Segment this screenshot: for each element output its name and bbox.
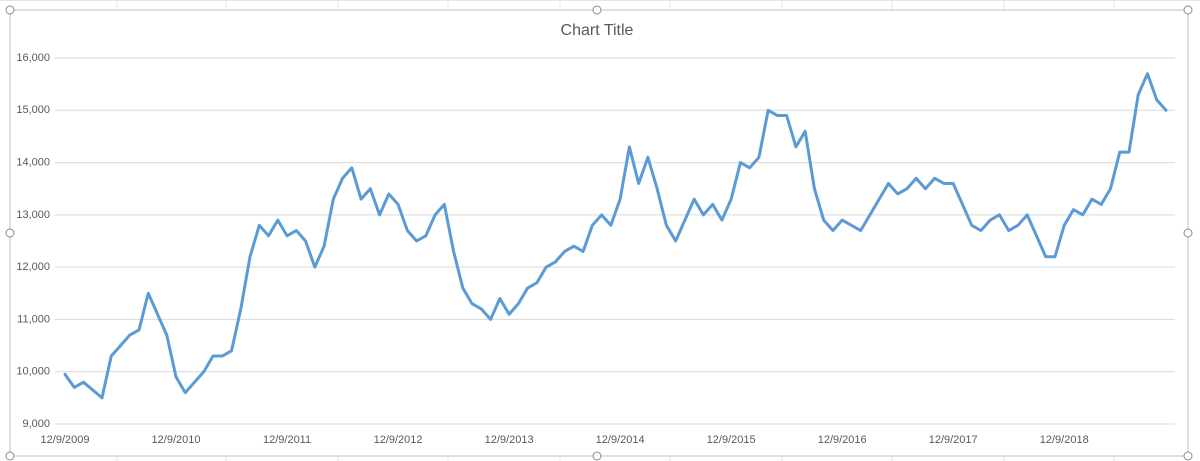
y-tick-label: 11,000 — [17, 313, 50, 325]
x-tick-label: 12/9/2013 — [485, 434, 534, 446]
x-tick-label: 12/9/2012 — [374, 434, 423, 446]
chart-title: Chart Title — [561, 22, 634, 39]
y-tick-label: 12,000 — [16, 261, 50, 273]
chart-area[interactable] — [9, 9, 1189, 457]
y-tick-label: 13,000 — [16, 209, 50, 221]
handles — [5, 5, 1193, 461]
x-tick-label: 12/9/2010 — [152, 434, 201, 446]
x-tick-label: 12/9/2018 — [1040, 434, 1089, 446]
y-tick-label: 14,000 — [16, 156, 50, 168]
data-line — [63, 72, 1168, 400]
x-tick-label: 12/9/2011 — [263, 434, 311, 446]
y-tick-label: 15,000 — [16, 104, 50, 116]
x-tick-label: 12/9/2015 — [707, 434, 756, 446]
y-tick-label: 10,000 — [16, 366, 50, 378]
x-tick-label: 12/9/2009 — [41, 434, 90, 446]
y-tick-label: 9,000 — [22, 418, 50, 430]
x-tick-label: 12/9/2017 — [929, 434, 978, 446]
y-tick-label: 16,000 — [16, 52, 50, 64]
x-tick-label: 12/9/2016 — [818, 434, 867, 446]
x-tick-label: 12/9/2014 — [596, 434, 645, 446]
